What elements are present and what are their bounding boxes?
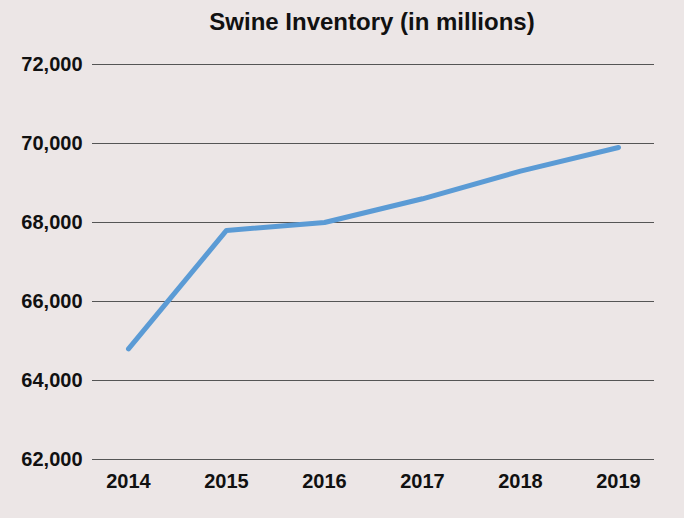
svg-text:70,000: 70,000 bbox=[21, 132, 82, 154]
svg-text:64,000: 64,000 bbox=[21, 369, 82, 391]
svg-text:68,000: 68,000 bbox=[21, 211, 82, 233]
svg-text:2018: 2018 bbox=[498, 470, 543, 492]
svg-text:62,000: 62,000 bbox=[21, 448, 82, 470]
svg-text:2015: 2015 bbox=[204, 470, 249, 492]
svg-text:2019: 2019 bbox=[596, 470, 641, 492]
svg-text:72,000: 72,000 bbox=[21, 53, 82, 75]
svg-text:2016: 2016 bbox=[302, 470, 347, 492]
svg-text:2017: 2017 bbox=[400, 470, 445, 492]
html-text:Swine Inventory (in millions): Swine Inventory (in millions) bbox=[209, 8, 535, 35]
svg-text:66,000: 66,000 bbox=[21, 290, 82, 312]
svg-text:2014: 2014 bbox=[106, 470, 151, 492]
